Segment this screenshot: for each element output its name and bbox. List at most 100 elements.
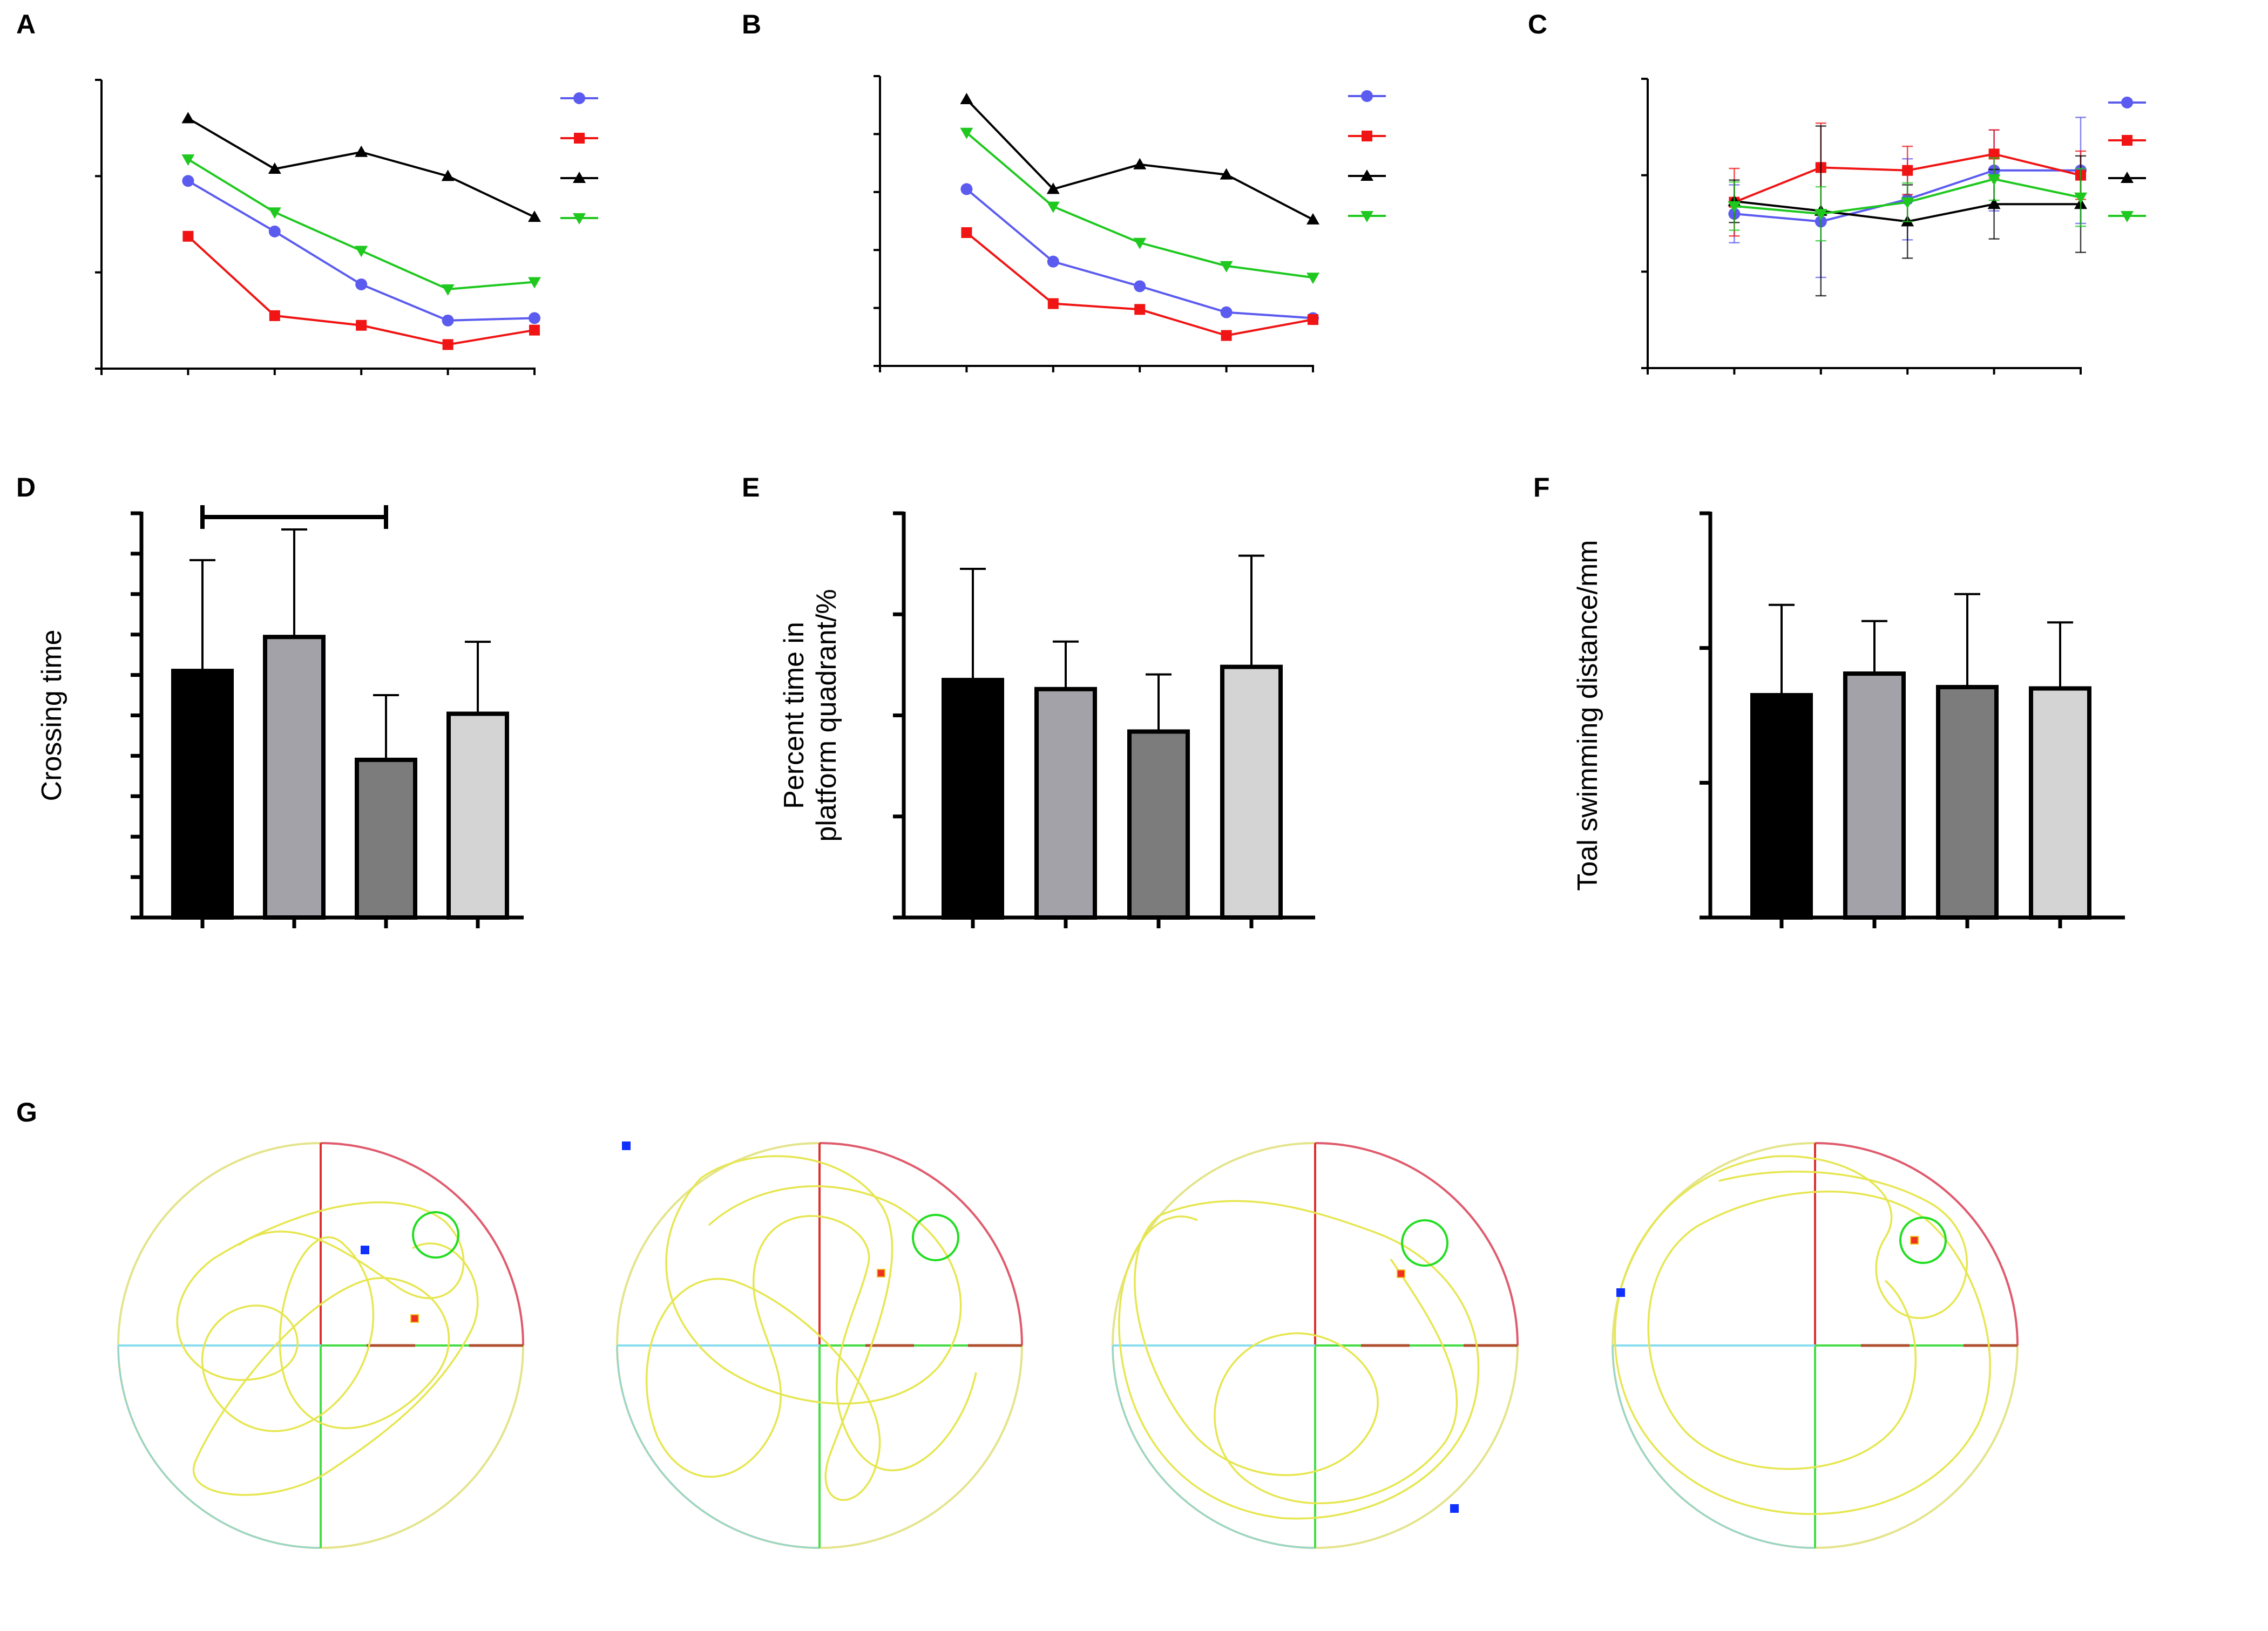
- bar: [446, 711, 509, 920]
- panel-label-c: C: [1528, 9, 1547, 39]
- data-point: [1133, 158, 1147, 169]
- bar: [1220, 664, 1283, 920]
- series-line: [187, 117, 535, 218]
- legend-marker: [2121, 211, 2134, 222]
- panel-label-a: A: [16, 9, 36, 39]
- swim-track: [176, 1201, 479, 1496]
- y-axis-title: Toal swimming distance/mm: [1572, 540, 1603, 891]
- platform-circle: [1899, 1217, 1947, 1264]
- pool-arc-lower-left: [117, 1345, 321, 1549]
- chart-b-escape-distance: [874, 75, 1386, 372]
- y-axis-title: Percent time inplatform quadrant/%: [778, 589, 842, 841]
- y-axis-title-line: Percent time in: [778, 622, 810, 809]
- series-line: [187, 158, 535, 290]
- pool-arc-lower-left: [1112, 1345, 1316, 1549]
- data-point: [441, 284, 455, 296]
- legend-marker: [1360, 211, 1373, 222]
- swim-track: [1614, 1155, 1991, 1515]
- data-point: [182, 230, 194, 242]
- target-quadrant-arc: [320, 1142, 524, 1346]
- legend-marker: [573, 92, 585, 104]
- legend-marker: [1362, 131, 1372, 141]
- data-point: [1047, 298, 1059, 309]
- data-point: [1220, 306, 1233, 318]
- chart-e-percent-time: Percent time inplatform quadrant/%: [778, 511, 1315, 928]
- bar: [1127, 729, 1190, 920]
- y-axis-title-line: Crossing time: [36, 630, 67, 801]
- data-point: [442, 314, 454, 327]
- data-point: [1988, 148, 2000, 160]
- end-marker: [410, 1314, 419, 1323]
- data-point: [1134, 280, 1146, 293]
- legend-marker: [2121, 97, 2133, 108]
- data-point: [1901, 197, 1914, 209]
- data-point: [529, 312, 540, 324]
- data-point: [529, 324, 540, 336]
- data-point: [1728, 201, 1741, 213]
- data-point: [181, 154, 195, 166]
- data-point: [1134, 304, 1146, 315]
- data-point: [960, 92, 973, 104]
- target-quadrant-arc: [1815, 1142, 2019, 1346]
- data-point: [1987, 174, 2001, 186]
- target-quadrant-arc: [819, 1142, 1023, 1346]
- data-point: [1046, 182, 1060, 194]
- bar: [1936, 685, 1999, 920]
- start-marker: [1450, 1504, 1459, 1513]
- panel-label-e: E: [742, 472, 760, 502]
- data-point: [355, 145, 368, 157]
- chart-a-escape-latency: [95, 79, 598, 375]
- platform-circle: [412, 1211, 459, 1259]
- panel-label-f: F: [1533, 472, 1550, 502]
- data-point: [528, 277, 541, 289]
- end-marker: [877, 1269, 885, 1277]
- start-marker: [361, 1246, 369, 1254]
- data-point: [1306, 213, 1319, 225]
- y-axis-title: Crossing time: [36, 630, 67, 801]
- bar: [942, 677, 1004, 920]
- bar: [171, 669, 234, 920]
- pool-arc-lower-left: [616, 1345, 820, 1549]
- data-point: [268, 162, 281, 174]
- pool-arc-lower-left: [1612, 1345, 1816, 1549]
- data-point: [960, 127, 973, 139]
- legend-marker: [1360, 169, 1373, 181]
- data-point: [355, 246, 368, 257]
- chart-c-swimming-speed: [1641, 78, 2146, 375]
- y-axis-title-line: Toal swimming distance/mm: [1572, 540, 1603, 891]
- chart-d-crossing-time: Crossing time: [36, 505, 524, 928]
- legend-marker: [573, 172, 586, 183]
- bar: [263, 635, 326, 920]
- data-point: [1220, 261, 1233, 273]
- data-point: [1047, 255, 1059, 268]
- data-point: [1902, 165, 1913, 176]
- platform-circle: [1401, 1219, 1448, 1267]
- data-point: [1306, 273, 1319, 284]
- bar: [1750, 693, 1813, 920]
- data-point: [960, 183, 973, 195]
- maze-4: [1612, 1142, 2019, 1549]
- legend-marker: [2121, 172, 2134, 183]
- series-line: [966, 188, 1314, 320]
- panel-label-d: D: [16, 472, 36, 502]
- data-point: [355, 278, 368, 290]
- data-point: [182, 175, 194, 187]
- data-point: [268, 225, 281, 237]
- data-point: [441, 169, 455, 181]
- legend-marker: [1361, 90, 1373, 102]
- maze-1: [117, 1142, 524, 1549]
- swim-track: [645, 1155, 977, 1501]
- legend-marker: [573, 213, 586, 225]
- y-axis-title-line: platform quadrant/%: [811, 589, 842, 841]
- end-marker: [1910, 1236, 1919, 1245]
- bar: [1034, 687, 1097, 920]
- data-point: [268, 207, 281, 219]
- maze-2: [616, 1141, 1023, 1549]
- start-marker: [1616, 1288, 1625, 1297]
- data-point: [1814, 209, 1827, 221]
- maze-track-panel-g: [117, 1141, 2019, 1549]
- data-point: [528, 210, 541, 222]
- end-marker: [1397, 1269, 1405, 1278]
- data-point: [1046, 201, 1060, 213]
